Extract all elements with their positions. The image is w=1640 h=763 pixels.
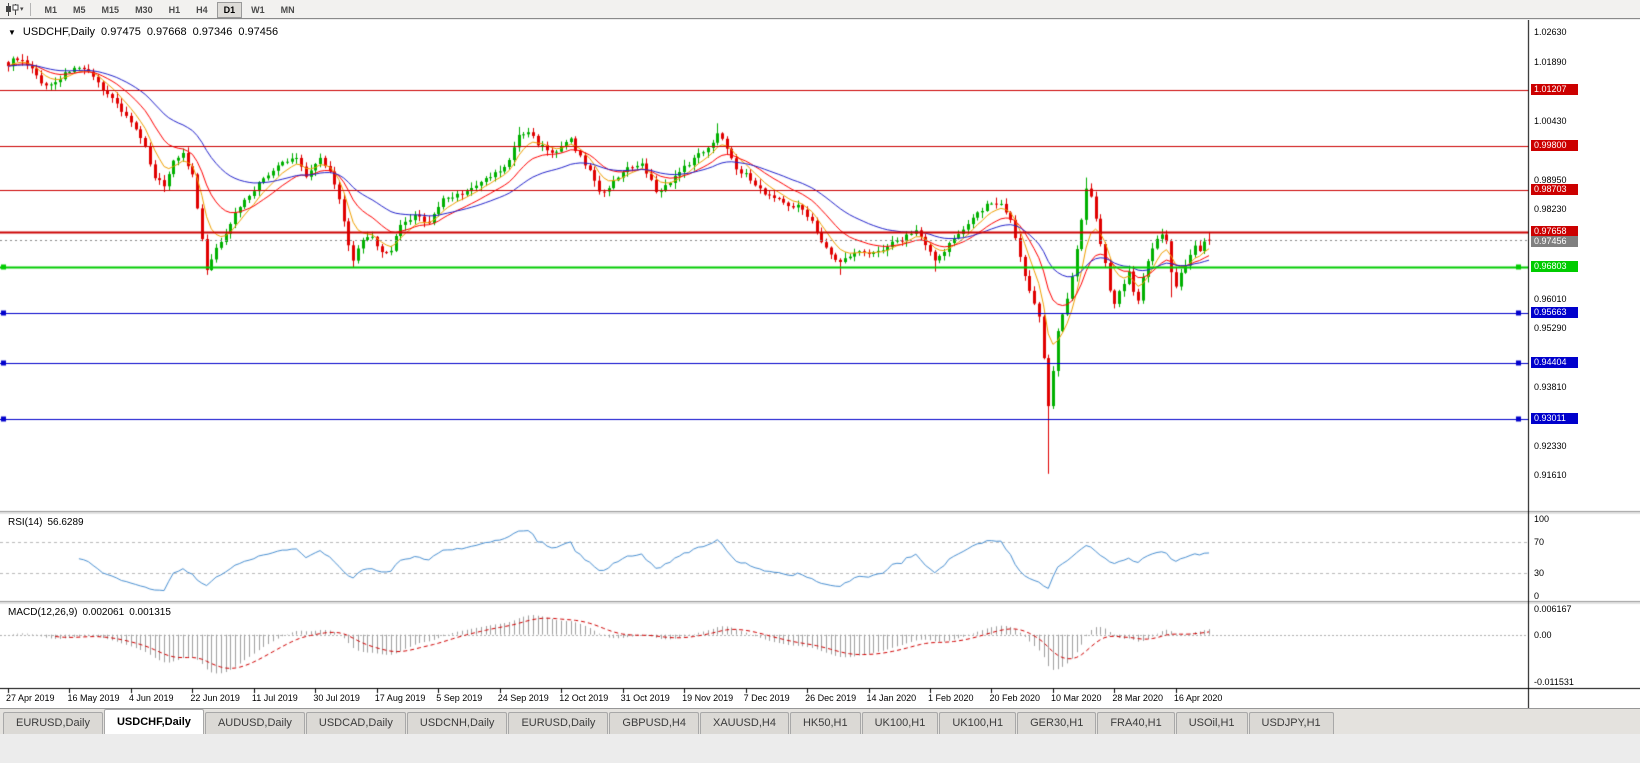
date-label: 31 Oct 2019	[620, 693, 670, 703]
timeframe-button-m30[interactable]: M30	[135, 5, 153, 15]
price-tick-label: 0.93810	[1534, 381, 1567, 392]
price-level-badge: 0.96803	[1531, 260, 1578, 272]
timeframe-button-m5[interactable]: M5	[73, 5, 86, 15]
chart-tab-uk100-h1[interactable]: UK100,H1	[861, 712, 939, 734]
price-level-badge: 0.94404	[1531, 357, 1578, 369]
date-label: 26 Dec 2019	[805, 693, 857, 703]
price-tick-label: 0.98950	[1534, 175, 1567, 186]
chart-tab-uk100-h1[interactable]: UK100,H1	[939, 712, 1017, 734]
price-tick-label: 1.00430	[1534, 115, 1567, 126]
date-label: 7 Dec 2019	[743, 693, 790, 703]
price-axis[interactable]: 1.02630 1.01890 1.00430 0.98950 0.98230 0.960…	[1529, 20, 1640, 708]
top-toolbar: ▾ M1 M5 M15 M30 H1 H4 D1 W1 MN	[0, 0, 1640, 19]
price-level-badge: 0.93011	[1531, 413, 1578, 425]
ohlc-low: 0.97346	[192, 26, 233, 38]
date-label: 10 Mar 2020	[1050, 693, 1102, 703]
date-label: 30 Jul 2019	[313, 693, 360, 703]
ohlc-open: 0.97475	[101, 26, 141, 38]
rsi-name: RSI(14)	[8, 517, 43, 528]
date-label: 17 Aug 2019	[374, 693, 426, 703]
rsi-indicator-header: RSI(14) 56.6289	[8, 517, 84, 528]
timeframe-button-w1[interactable]: W1	[251, 5, 265, 15]
rsi-tick-label: 100	[1534, 514, 1550, 524]
ohlc-close: 0.97456	[238, 26, 279, 38]
price-tick-label: 1.01890	[1534, 57, 1567, 68]
rsi-tick-label: 0	[1534, 591, 1540, 601]
date-label: 16 Apr 2020	[1173, 693, 1223, 703]
chart-window: ▼ USDCHF,Daily 0.97475 0.97668 0.97346 0…	[0, 20, 1640, 708]
price-tick-label: 0.96010	[1534, 293, 1567, 304]
rsi-value: 56.6289	[47, 517, 84, 528]
chart-type-dropdown-caret-icon[interactable]: ▾	[20, 6, 24, 13]
timeframe-button-h1[interactable]: H1	[168, 5, 181, 15]
bottom-filler	[0, 734, 1640, 763]
chart-tab-xauusd-h4[interactable]: XAUUSD,H4	[699, 712, 789, 734]
date-label: 28 Mar 2020	[1112, 693, 1163, 703]
date-label: 20 Feb 2020	[989, 693, 1041, 703]
price-chart-canvas[interactable]	[0, 20, 1640, 708]
chart-tab-eurusd-daily[interactable]: EURUSD,Daily	[508, 712, 609, 734]
chart-tab-usdchf-daily[interactable]: USDCHF,Daily	[103, 709, 204, 734]
timeframe-button-m1[interactable]: M1	[44, 5, 58, 15]
price-tick-label: 0.95290	[1534, 322, 1567, 333]
price-level-badge: 0.95663	[1531, 306, 1578, 318]
date-label: 1 Feb 2020	[928, 693, 974, 703]
toolbar-separator	[29, 2, 31, 16]
price-tick-label: 0.92330	[1534, 441, 1567, 452]
price-tick-label: 1.02630	[1534, 27, 1567, 38]
price-tick-label: 0.91610	[1534, 470, 1567, 481]
date-label: 27 Apr 2019	[6, 693, 55, 703]
price-level-badge: 0.98703	[1531, 184, 1578, 196]
ohlc-high: 0.97668	[146, 26, 187, 38]
macd-tick-label: 0.00	[1534, 629, 1552, 640]
macd-tick-label: 0.006167	[1534, 604, 1572, 615]
time-axis[interactable]: 27 Apr 2019 16 May 2019 4 Jun 2019 22 Jun 2…	[0, 690, 1528, 708]
chart-tab-audusd-daily[interactable]: AUDUSD,Daily	[204, 712, 305, 734]
date-label: 16 May 2019	[67, 693, 120, 703]
rsi-tick-label: 70	[1534, 537, 1545, 548]
date-label: 5 Sep 2019	[436, 693, 483, 703]
chart-tab-bar: EURUSD,Daily USDCHF,Daily AUDUSD,Daily USDC…	[0, 708, 1640, 734]
date-label: 22 Jun 2019	[190, 693, 240, 703]
macd-value-1: 0.002061	[82, 607, 125, 618]
price-tick-label: 0.98230	[1534, 204, 1567, 215]
chart-marker-icon: ▼	[8, 27, 16, 37]
timeframe-button-d1[interactable]: D1	[216, 2, 243, 18]
macd-tick-label: -0.011531	[1534, 677, 1574, 688]
rsi-tick-label: 30	[1534, 567, 1545, 578]
date-label: 19 Nov 2019	[682, 693, 734, 703]
chart-tab-hk50-h1[interactable]: HK50,H1	[789, 712, 861, 734]
timeframe-toolbar: M1 M5 M15 M30 H1 H4 D1 W1 MN	[37, 0, 303, 18]
chart-tab-gbpusd-h4[interactable]: GBPUSD,H4	[609, 712, 699, 734]
timeframe-button-h4[interactable]: H4	[196, 5, 208, 15]
candlestick-chart-type-icon[interactable]	[5, 2, 19, 16]
chart-tab-fra40-h1[interactable]: FRA40,H1	[1097, 712, 1175, 734]
chart-ohlc-header: ▼ USDCHF,Daily 0.97475 0.97668 0.97346 0…	[8, 26, 278, 38]
chart-tab-usoil-h1[interactable]: USOil,H1	[1175, 712, 1248, 734]
price-level-badge: 0.97658	[1531, 226, 1578, 238]
chart-tab-usdjpy-h1[interactable]: USDJPY,H1	[1248, 712, 1334, 734]
macd-indicator-header: MACD(12,26,9) 0.002061 0.001315	[8, 607, 171, 618]
price-level-badge: 0.99800	[1531, 140, 1578, 152]
date-label: 14 Jan 2020	[866, 693, 917, 703]
chart-tab-eurusd-daily[interactable]: EURUSD,Daily	[3, 712, 103, 734]
date-label: 11 Jul 2019	[251, 693, 298, 703]
date-label: 4 Jun 2019	[128, 693, 174, 703]
timeframe-button-mn[interactable]: MN	[280, 5, 295, 15]
macd-name: MACD(12,26,9)	[8, 607, 78, 618]
date-label: 12 Oct 2019	[559, 693, 609, 703]
chart-symbol-period: USDCHF,Daily	[22, 26, 96, 38]
price-level-badge: 1.01207	[1531, 83, 1578, 95]
date-label: 24 Sep 2019	[497, 693, 549, 703]
macd-value-2: 0.001315	[129, 607, 171, 618]
chart-tab-ger30-h1[interactable]: GER30,H1	[1017, 712, 1097, 734]
current-price-badge: 0.97456	[1531, 236, 1578, 248]
chart-tab-usdcad-daily[interactable]: USDCAD,Daily	[305, 712, 406, 734]
chart-tab-usdcnh-daily[interactable]: USDCNH,Daily	[406, 712, 508, 734]
timeframe-button-m15[interactable]: M15	[101, 5, 120, 15]
